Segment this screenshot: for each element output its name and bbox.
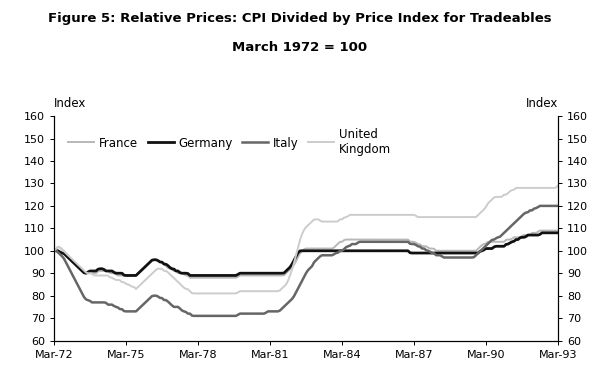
Text: March 1972 = 100: March 1972 = 100: [232, 41, 368, 54]
Legend: France, Germany, Italy, United
Kingdom: France, Germany, Italy, United Kingdom: [65, 124, 395, 159]
Text: Index: Index: [526, 97, 558, 110]
Text: Figure 5: Relative Prices: CPI Divided by Price Index for Tradeables: Figure 5: Relative Prices: CPI Divided b…: [48, 12, 552, 25]
Text: Index: Index: [54, 97, 86, 110]
